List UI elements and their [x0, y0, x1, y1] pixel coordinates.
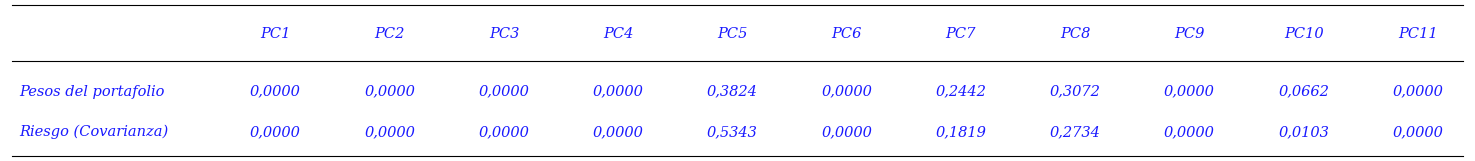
Text: PC3: PC3	[488, 27, 519, 41]
Text: 0,3072: 0,3072	[1050, 85, 1100, 99]
Text: 0,0000: 0,0000	[1164, 125, 1215, 139]
Text: 0,2442: 0,2442	[935, 85, 987, 99]
Text: 0,0000: 0,0000	[249, 85, 301, 99]
Text: 0,0000: 0,0000	[822, 125, 872, 139]
Text: 0,0662: 0,0662	[1279, 85, 1329, 99]
Text: 0,5343: 0,5343	[707, 125, 758, 139]
Text: 0,0000: 0,0000	[478, 125, 530, 139]
Text: 0,0000: 0,0000	[364, 85, 414, 99]
Text: PC11: PC11	[1398, 27, 1438, 41]
Text: 0,1819: 0,1819	[935, 125, 987, 139]
Text: 0,0000: 0,0000	[364, 125, 414, 139]
Text: 0,3824: 0,3824	[707, 85, 758, 99]
Text: PC7: PC7	[945, 27, 976, 41]
Text: PC1: PC1	[260, 27, 291, 41]
Text: PC6: PC6	[832, 27, 861, 41]
Text: 0,0000: 0,0000	[593, 125, 643, 139]
Text: 0,0000: 0,0000	[1164, 85, 1215, 99]
Text: 0,0103: 0,0103	[1279, 125, 1329, 139]
Text: PC5: PC5	[717, 27, 748, 41]
Text: PC2: PC2	[375, 27, 404, 41]
Text: PC9: PC9	[1174, 27, 1205, 41]
Text: 0,0000: 0,0000	[1392, 85, 1444, 99]
Text: Riesgo (Covarianza): Riesgo (Covarianza)	[19, 125, 168, 139]
Text: Pesos del portafolio: Pesos del portafolio	[19, 85, 165, 99]
Text: 0,0000: 0,0000	[249, 125, 301, 139]
Text: PC8: PC8	[1061, 27, 1090, 41]
Text: PC10: PC10	[1283, 27, 1323, 41]
Text: 0,0000: 0,0000	[1392, 125, 1444, 139]
Text: 0,0000: 0,0000	[593, 85, 643, 99]
Text: 0,2734: 0,2734	[1050, 125, 1100, 139]
Text: 0,0000: 0,0000	[822, 85, 872, 99]
Text: PC4: PC4	[603, 27, 633, 41]
Text: 0,0000: 0,0000	[478, 85, 530, 99]
